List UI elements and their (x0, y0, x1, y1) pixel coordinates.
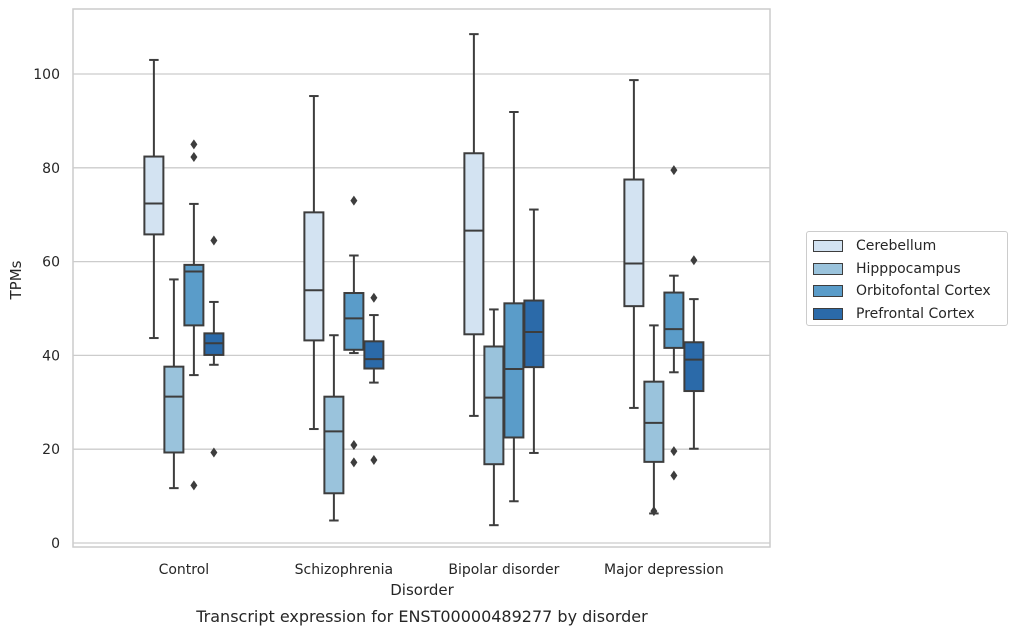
outlier-point (190, 152, 198, 163)
legend-swatch (813, 285, 843, 298)
plot-frame (72, 8, 771, 548)
outlier-point (210, 447, 218, 458)
box-hipppocampus (163, 278, 185, 490)
box-iqr (143, 155, 165, 236)
outlier-point (350, 439, 358, 450)
box-prefrontal-cortex (683, 255, 705, 450)
outlier-point (650, 506, 658, 517)
x-tick-label: Major depression (604, 562, 724, 578)
legend: Cerebellum Hipppocampus Orbitofontal Corte… (806, 231, 1008, 326)
x-tick-label: Bipolar disorder (448, 562, 559, 578)
box-plots (143, 33, 705, 527)
box-iqr (323, 395, 345, 495)
box-iqr (683, 341, 705, 393)
box-prefrontal-cortex (523, 208, 545, 454)
x-tick-label: Control (159, 562, 210, 578)
box-hipppocampus (323, 334, 345, 522)
box-orbitofontal-cortex (343, 195, 365, 468)
box-orbitofontal-cortex (503, 110, 525, 503)
outlier-point (670, 446, 678, 457)
box-prefrontal-cortex (363, 292, 385, 465)
grid-lines (73, 73, 770, 544)
legend-item: Hipppocampus (813, 258, 1007, 281)
outlier-point (370, 454, 378, 465)
box-orbitofontal-cortex (663, 165, 685, 481)
legend-item: Orbitofontal Cortex (813, 280, 1007, 303)
y-axis-ticks: 0 20 40 60 80 100 (33, 67, 60, 552)
box-iqr (663, 291, 685, 349)
legend-item: Prefrontal Cortex (813, 303, 1007, 326)
box-iqr (343, 292, 365, 351)
y-tick-label: 80 (42, 161, 60, 177)
box-iqr (183, 263, 205, 327)
legend-swatch (813, 240, 843, 253)
legend-label: Cerebellum (856, 238, 937, 255)
outlier-point (370, 292, 378, 303)
outlier-point (350, 457, 358, 468)
box-hipppocampus (483, 308, 505, 527)
outlier-point (670, 165, 678, 176)
box-cerebellum (463, 33, 485, 417)
box-iqr (363, 340, 385, 370)
box-iqr (503, 302, 525, 439)
x-axis-label: Disorder (390, 581, 454, 599)
legend-label: Prefrontal Cortex (856, 306, 975, 323)
box-orbitofontal-cortex (183, 139, 205, 491)
box-iqr (643, 380, 665, 463)
x-tick-label: Schizophrenia (295, 562, 393, 578)
box-iqr (463, 152, 485, 336)
outlier-point (690, 255, 698, 266)
outlier-point (350, 195, 358, 206)
outlier-point (670, 470, 678, 481)
legend-swatch (813, 262, 843, 275)
chart-caption: Transcript expression for ENST0000048927… (195, 607, 648, 626)
box-iqr (163, 365, 185, 454)
legend-label: Orbitofontal Cortex (856, 283, 991, 300)
box-hipppocampus (643, 324, 665, 517)
y-tick-label: 60 (42, 255, 60, 271)
x-axis-ticks: Control Schizophrenia Bipolar disorder Majo… (159, 562, 724, 578)
box-cerebellum (303, 95, 325, 431)
outlier-point (190, 480, 198, 491)
outlier-point (210, 235, 218, 246)
box-iqr (303, 211, 325, 342)
legend-swatch (813, 308, 843, 321)
box-iqr (623, 178, 645, 308)
box-cerebellum (143, 58, 165, 340)
y-tick-label: 20 (42, 442, 60, 458)
outlier-point (190, 139, 198, 150)
box-prefrontal-cortex (203, 235, 225, 458)
y-tick-label: 100 (33, 67, 60, 83)
y-tick-label: 40 (42, 348, 60, 364)
box-iqr (483, 345, 505, 466)
box-cerebellum (623, 79, 645, 409)
box-iqr (523, 299, 545, 369)
legend-label: Hipppocampus (856, 260, 961, 277)
y-tick-label: 0 (51, 536, 60, 552)
y-axis-label: TPMs (7, 260, 25, 300)
legend-item: Cerebellum (813, 235, 1007, 258)
